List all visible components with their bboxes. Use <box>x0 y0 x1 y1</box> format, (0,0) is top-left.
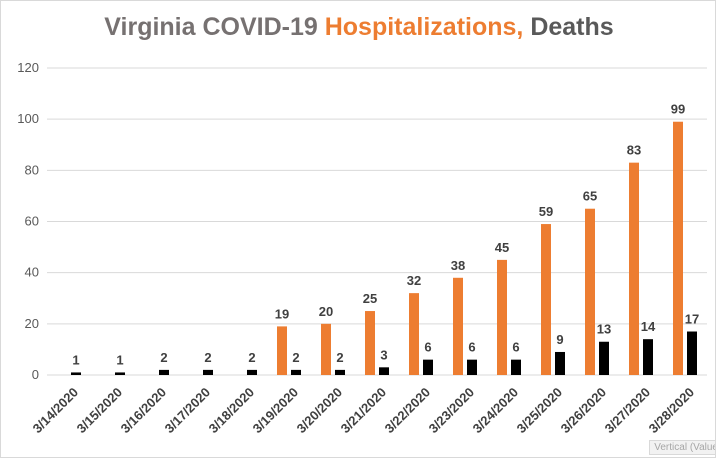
y-tick-label: 120 <box>17 60 39 75</box>
data-label: 2 <box>204 350 211 365</box>
x-tick-label: 3/19/2020 <box>250 385 302 437</box>
data-label: 19 <box>275 306 289 321</box>
chart-title-part: Hospitalizations, <box>324 13 524 41</box>
bar <box>673 121 683 375</box>
bar <box>321 323 331 375</box>
bar <box>643 339 653 375</box>
x-tick-label: 3/24/2020 <box>470 385 522 437</box>
bar <box>687 331 697 375</box>
x-tick-label: 3/18/2020 <box>206 385 258 437</box>
bar <box>365 311 375 375</box>
data-label: 2 <box>336 350 343 365</box>
x-tick-label: 3/25/2020 <box>514 385 566 437</box>
bar <box>467 359 477 375</box>
bar <box>71 372 81 375</box>
x-tick-label: 3/16/2020 <box>118 385 170 437</box>
data-label: 32 <box>407 273 421 288</box>
bar <box>585 208 595 375</box>
data-label: 59 <box>539 204 553 219</box>
x-tick-label: 3/28/2020 <box>646 385 698 437</box>
y-tick-label: 60 <box>25 214 39 229</box>
data-label: 20 <box>319 304 333 319</box>
x-tick-label: 3/26/2020 <box>558 385 610 437</box>
data-label: 2 <box>248 350 255 365</box>
data-label: 17 <box>685 312 699 327</box>
x-tick-label: 3/23/2020 <box>426 385 478 437</box>
x-tick-label: 3/17/2020 <box>162 385 214 437</box>
x-tick-label: 3/15/2020 <box>74 385 126 437</box>
data-label: 14 <box>641 319 656 334</box>
data-label: 1 <box>116 352 123 367</box>
data-label: 25 <box>363 291 377 306</box>
x-tick-label: 3/20/2020 <box>294 385 346 437</box>
data-label: 2 <box>160 350 167 365</box>
data-label: 38 <box>451 258 465 273</box>
data-label: 65 <box>583 189 597 204</box>
bar <box>247 369 257 375</box>
y-tick-label: 100 <box>17 111 39 126</box>
bar <box>541 224 551 375</box>
bar <box>115 372 125 375</box>
chart-title-part: Virginia COVID-19 <box>104 13 325 41</box>
bar <box>291 369 301 375</box>
x-tick-label: 3/27/2020 <box>602 385 654 437</box>
bar <box>379 367 389 375</box>
data-label: 13 <box>597 322 611 337</box>
data-label: 6 <box>468 340 475 355</box>
data-label: 45 <box>495 240 509 255</box>
axis-tooltip: Vertical (Value <box>649 440 715 455</box>
bar <box>599 341 609 375</box>
bar <box>277 326 287 375</box>
bar <box>453 277 463 375</box>
y-tick-label: 40 <box>25 265 39 280</box>
y-tick-label: 20 <box>25 316 39 331</box>
chart-title-part: Deaths <box>523 13 614 41</box>
data-label: 6 <box>424 340 431 355</box>
data-label: 99 <box>671 102 685 117</box>
x-tick-label: 3/21/2020 <box>338 385 390 437</box>
data-label: 6 <box>512 340 519 355</box>
data-label: 1 <box>72 352 79 367</box>
data-label: 2 <box>292 350 299 365</box>
bar <box>497 259 507 375</box>
bar <box>423 359 433 375</box>
x-tick-label: 3/14/2020 <box>30 385 82 437</box>
chart-title: Virginia COVID-19 Hospitalizations, Deat… <box>1 13 715 42</box>
x-tick-label: 3/22/2020 <box>382 385 434 437</box>
data-label: 3 <box>380 347 387 362</box>
bar <box>511 359 521 375</box>
bar <box>555 351 565 375</box>
y-tick-label: 80 <box>25 162 39 177</box>
bar <box>159 369 169 375</box>
y-tick-label: 0 <box>32 367 39 382</box>
bar <box>409 293 419 375</box>
bar <box>335 369 345 375</box>
bar <box>629 162 639 375</box>
data-label: 9 <box>556 332 563 347</box>
data-label: 83 <box>627 143 641 158</box>
bar <box>203 369 213 375</box>
